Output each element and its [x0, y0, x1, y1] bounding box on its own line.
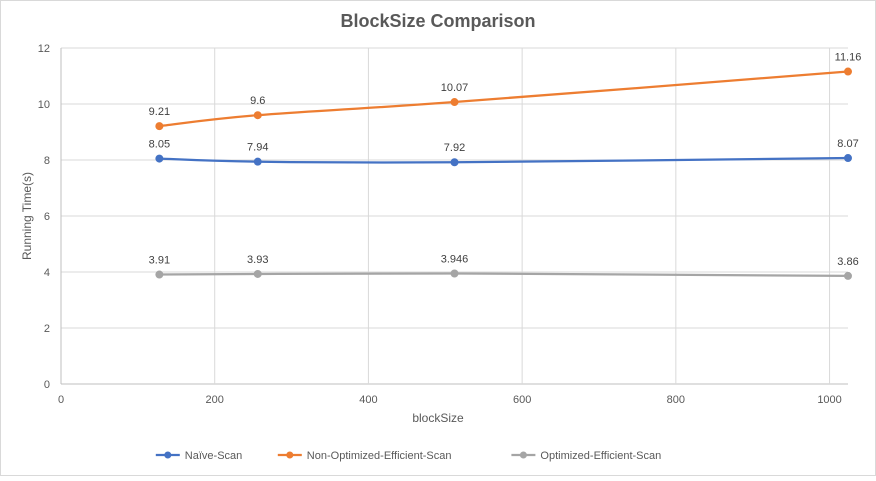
data-label: 3.93: [247, 254, 268, 266]
data-point: [155, 122, 164, 131]
series-line: [158, 272, 850, 278]
data-point: [844, 271, 852, 280]
legend-item: Naïve-Scan: [155, 450, 242, 462]
data-label: 10.07: [441, 82, 469, 94]
x-tick-label: 0: [58, 394, 64, 406]
data-label: 11.16: [835, 52, 862, 64]
data-point: [253, 269, 262, 278]
series-layer: [155, 67, 852, 280]
y-tick-label: 2: [44, 323, 50, 335]
legend-label: Optimized-Efficient-Scan: [540, 450, 661, 462]
chart-title: BlockSize Comparison: [340, 11, 535, 31]
data-point: [450, 269, 459, 278]
data-point: [844, 67, 852, 76]
legend-swatch-marker: [164, 451, 172, 459]
data-label: 3.946: [441, 254, 469, 266]
data-point: [253, 157, 262, 166]
y-tick-label: 8: [44, 155, 50, 167]
y-tick-label: 0: [44, 379, 50, 391]
y-tick-label: 12: [38, 43, 50, 55]
x-tick-label: 600: [513, 394, 531, 406]
axes: 0 2 4 6 8 10 12 0 200 400 600 800 1000: [38, 43, 842, 406]
data-point: [155, 270, 164, 279]
legend-label: Naïve-Scan: [185, 450, 242, 462]
series-line: [158, 156, 850, 164]
data-label: 9.21: [149, 106, 170, 118]
legend-label: Non-Optimized-Efficient-Scan: [307, 450, 452, 462]
data-label: 3.91: [149, 255, 170, 267]
data-point: [155, 154, 164, 163]
data-labels: 8.05 7.94 7.92 8.07 9.21 9.6 10.07 11.16 3.91 3.9…: [149, 52, 862, 268]
x-tick-label: 400: [359, 394, 377, 406]
x-tick-label: 200: [206, 394, 224, 406]
x-tick-label: 1000: [817, 394, 841, 406]
data-point: [450, 98, 459, 107]
data-label: 7.92: [444, 142, 465, 154]
data-label: 9.6: [250, 95, 265, 107]
data-label: 8.07: [837, 138, 858, 150]
legend-swatch-marker: [286, 451, 294, 459]
data-label: 3.86: [837, 256, 858, 268]
data-label: 8.05: [149, 139, 170, 151]
data-label: 7.94: [247, 142, 268, 154]
legend: Naïve-Scan Non-Optimized-Efficient-Scan Op…: [155, 450, 661, 462]
y-tick-label: 6: [44, 211, 50, 223]
y-axis-title: Running Time(s): [20, 172, 34, 260]
x-tick-label: 800: [667, 394, 685, 406]
series-line: [158, 70, 850, 128]
data-point: [844, 154, 852, 163]
x-axis-title: blockSize: [412, 411, 464, 425]
y-tick-label: 4: [44, 267, 50, 279]
y-tick-label: 10: [38, 99, 50, 111]
legend-item: Optimized-Efficient-Scan: [511, 450, 661, 462]
data-point: [253, 111, 262, 120]
legend-swatch-marker: [519, 451, 527, 459]
data-point: [450, 158, 459, 167]
legend-item: Non-Optimized-Efficient-Scan: [277, 450, 452, 462]
